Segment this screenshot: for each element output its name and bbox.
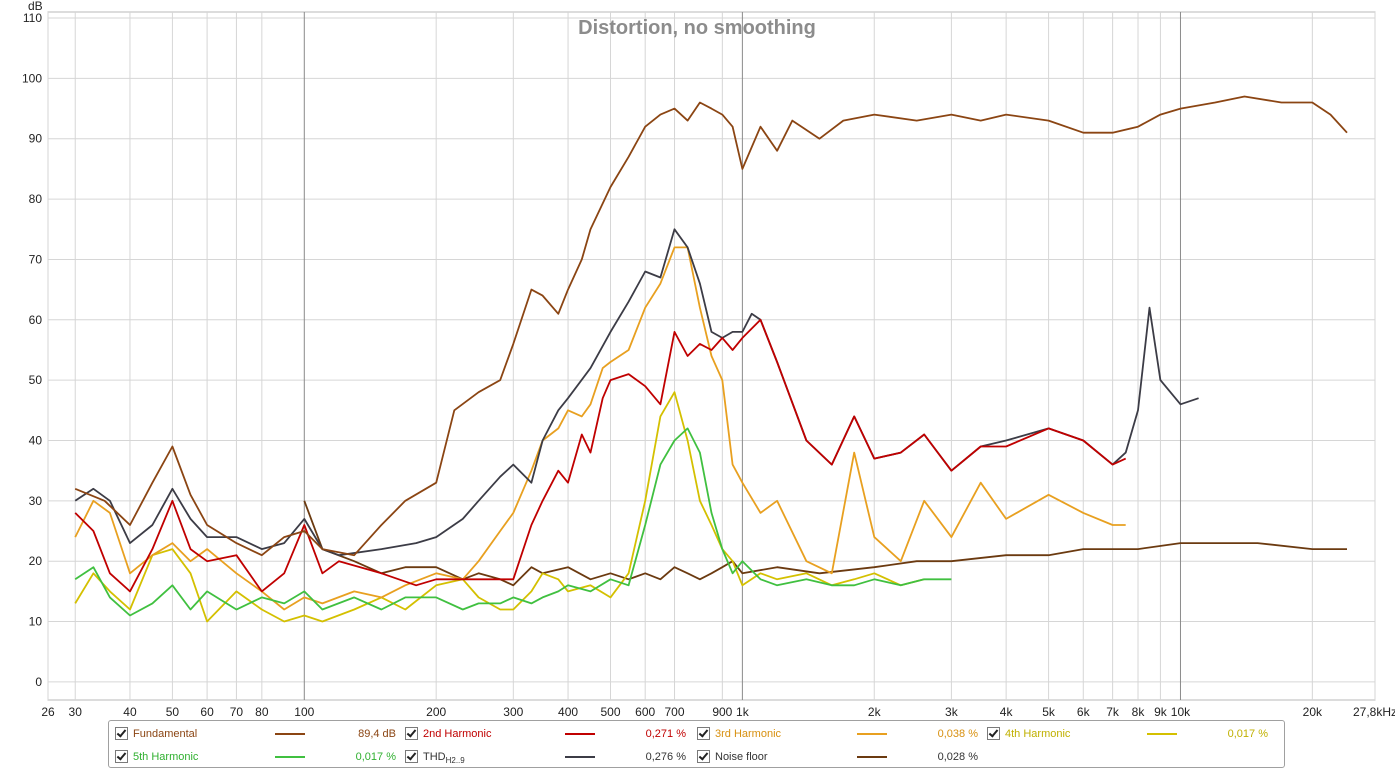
legend-value: 0,017 % — [355, 751, 396, 763]
y-tick-label: 80 — [29, 192, 43, 206]
legend-label: Fundamental — [133, 728, 198, 740]
legend-value: 0,276 % — [645, 751, 686, 763]
x-tick-label: 300 — [503, 705, 523, 719]
legend-value: 0,038 % — [937, 728, 978, 740]
legend-label: 5th Harmonic — [133, 751, 199, 763]
y-tick-label: 110 — [23, 11, 42, 25]
legend-label: 4th Harmonic — [1005, 728, 1071, 740]
x-tick-label: 600 — [635, 705, 655, 719]
legend-value: 0,271 % — [645, 728, 686, 740]
y-axis-label: dB — [28, 0, 43, 13]
y-tick-label: 60 — [29, 313, 43, 327]
series-group — [74, 95, 1348, 623]
x-tick-labels: 26 30 40 50 60 70 80 100 200 300 400 500 600 700 900 1k… — [41, 705, 1395, 719]
y-tick-label: 70 — [29, 252, 43, 266]
series-2nd-harmonic — [74, 318, 1127, 593]
legend-checkbox[interactable] — [115, 750, 128, 763]
x-tick-label: 100 — [294, 705, 314, 719]
x-tick-label: 50 — [166, 705, 180, 719]
legend-checkbox[interactable] — [697, 727, 710, 740]
legend-item: Fundamental 89,4 dB — [115, 725, 400, 743]
x-tick-label: 10k — [1171, 705, 1191, 719]
legend-checkbox[interactable] — [405, 727, 418, 740]
x-tick-label: 700 — [665, 705, 685, 719]
y-tick-label: 30 — [29, 494, 43, 508]
x-tick-label: 2k — [868, 705, 882, 719]
x-tick-label: 70 — [230, 705, 244, 719]
legend-item: 2nd Harmonic 0,271 % — [405, 725, 690, 743]
distortion-chart: 0 10 20 30 40 50 60 70 80 90 100 110 26 30 40 50 60 70 80… — [22, 0, 1395, 719]
x-tick-label: 60 — [200, 705, 214, 719]
legend: Fundamental 89,4 dB 2nd Harmonic 0,271 % 3rd… — [108, 720, 1285, 768]
grid — [47, 12, 1376, 700]
x-tick-label: 27,8kHz — [1353, 705, 1395, 719]
x-tick-label: 20k — [1303, 705, 1323, 719]
x-tick-label: 200 — [426, 705, 446, 719]
legend-item: 5th Harmonic 0,017 % — [115, 748, 400, 766]
legend-swatch — [857, 756, 887, 758]
series-noise-floor — [303, 500, 1347, 587]
legend-checkbox[interactable] — [405, 750, 418, 763]
legend-label: Noise floor — [715, 751, 768, 763]
legend-value: 0,028 % — [937, 751, 978, 763]
legend-swatch — [275, 756, 305, 758]
legend-value: 89,4 dB — [358, 728, 396, 740]
y-tick-label: 90 — [29, 132, 43, 146]
series-fundamental — [74, 95, 1348, 557]
y-tick-label: 40 — [29, 433, 43, 447]
series-5th-harmonic — [74, 427, 952, 617]
x-tick-label: 400 — [558, 705, 578, 719]
x-tick-label: 8k — [1132, 705, 1146, 719]
legend-swatch — [565, 733, 595, 735]
chart-title: Distortion, no smoothing — [578, 17, 816, 39]
legend-checkbox[interactable] — [697, 750, 710, 763]
y-tick-label: 20 — [29, 554, 43, 568]
x-tick-label: 26 — [41, 705, 55, 719]
x-tick-label: 5k — [1042, 705, 1056, 719]
y-tick-labels: 0 10 20 30 40 50 60 70 80 90 100 110 — [22, 11, 42, 689]
x-tick-label: 40 — [123, 705, 137, 719]
legend-checkbox[interactable] — [987, 727, 1000, 740]
y-tick-label: 0 — [35, 675, 42, 689]
legend-swatch — [565, 756, 595, 758]
x-tick-label: 7k — [1106, 705, 1120, 719]
x-tick-label: 1k — [736, 705, 750, 719]
legend-swatch — [275, 733, 305, 735]
x-tick-label: 500 — [600, 705, 620, 719]
legend-label: THDH2..9 — [423, 751, 465, 766]
y-tick-label: 10 — [29, 615, 43, 629]
y-tick-label: 50 — [29, 373, 43, 387]
legend-item: Noise floor 0,028 % — [697, 748, 982, 766]
legend-checkbox[interactable] — [115, 727, 128, 740]
x-tick-label: 3k — [945, 705, 959, 719]
x-tick-label: 4k — [1000, 705, 1014, 719]
legend-swatch — [857, 733, 887, 735]
x-tick-label: 30 — [69, 705, 83, 719]
series-4th-harmonic — [74, 391, 925, 623]
legend-label: 2nd Harmonic — [423, 728, 492, 740]
x-tick-label: 80 — [255, 705, 269, 719]
legend-item: 4th Harmonic 0,017 % — [987, 725, 1272, 743]
series-3rd-harmonic — [74, 246, 1126, 611]
legend-item: THDH2..9 0,276 % — [405, 748, 690, 766]
legend-label-subscript: H2..9 — [445, 756, 465, 766]
x-tick-label: 9k — [1154, 705, 1168, 719]
legend-swatch — [1147, 733, 1177, 735]
legend-value: 0,017 % — [1227, 728, 1268, 740]
legend-item: 3rd Harmonic 0,038 % — [697, 725, 982, 743]
x-tick-label: 900 — [712, 705, 732, 719]
x-tick-label: 6k — [1077, 705, 1091, 719]
y-tick-label: 100 — [22, 71, 42, 85]
legend-label: 3rd Harmonic — [715, 728, 782, 740]
